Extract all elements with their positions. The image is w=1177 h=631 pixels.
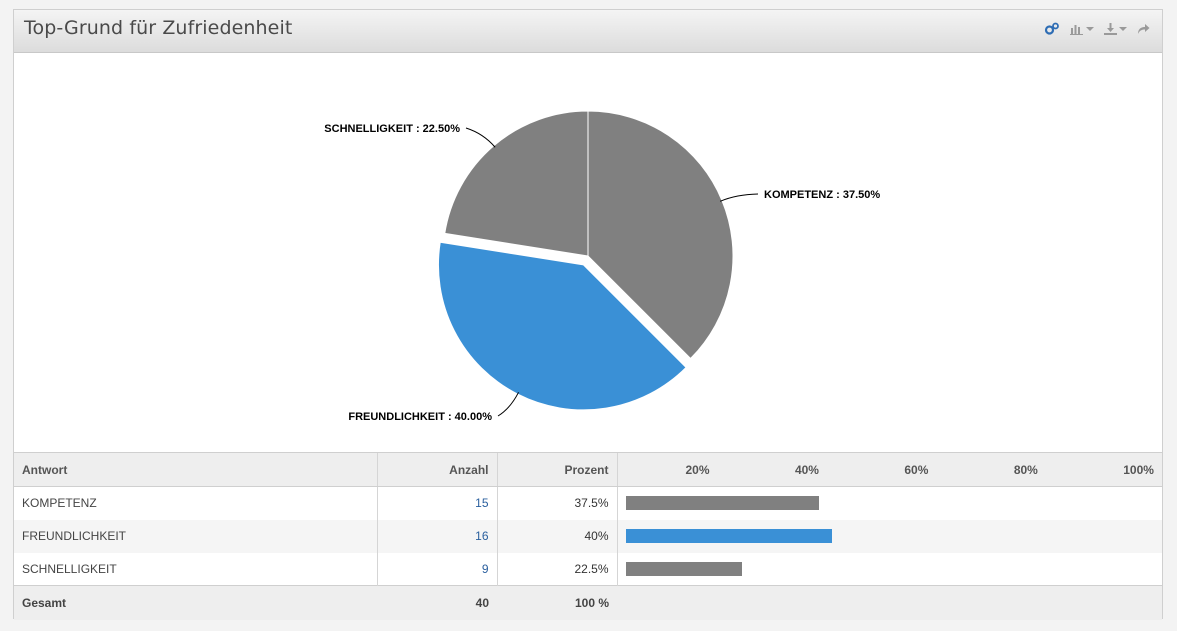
pie-data-label: SCHNELLIGKEIT : 22.50% — [324, 123, 460, 135]
col-count-header: Anzahl — [376, 452, 497, 487]
pie-chart-area: KOMPETENZ : 37.50% FREUNDLICHKEIT : 40.00… — [14, 52, 1162, 452]
row-answer: FREUNDLICHKEIT — [22, 529, 127, 543]
row-count-link[interactable]: 15 — [475, 496, 489, 511]
table-footer-row: Gesamt 40 100 % — [14, 585, 1162, 620]
footer-count: 40 — [377, 585, 497, 620]
pie-label-connector — [465, 127, 496, 148]
table-header-row: Antwort Anzahl Prozent 20% 40% 60% 80% 1… — [14, 452, 1162, 487]
chart-type-button[interactable] — [1070, 19, 1094, 39]
stats-table: Antwort Anzahl Prozent 20% 40% 60% 80% 1… — [14, 452, 1162, 620]
row-answer: SCHNELLIGKEIT — [22, 561, 117, 576]
chevron-down-icon — [1086, 27, 1094, 31]
pie-chart: KOMPETENZ : 37.50% FREUNDLICHKEIT : 40.00… — [324, 110, 880, 423]
col-bar-header: 20% 40% 60% 80% 100% — [616, 452, 1162, 487]
percent-bar — [625, 561, 742, 576]
panel-toolbar — [1044, 19, 1150, 39]
tick-label: 20% — [685, 462, 710, 477]
download-button[interactable] — [1104, 19, 1127, 39]
chevron-down-icon — [1119, 27, 1127, 31]
tick-label: 80% — [1013, 462, 1038, 477]
tick-label: 60% — [904, 462, 929, 477]
download-icon — [1104, 23, 1117, 35]
row-percent: 22.5% — [496, 552, 617, 586]
footer-label: Gesamt — [14, 585, 377, 620]
table-row: SCHNELLIGKEIT 9 22.5% — [14, 552, 1162, 586]
table-row: FREUNDLICHKEIT 16 40% — [14, 519, 1162, 553]
percent-bar — [625, 496, 819, 511]
share-icon — [1138, 24, 1150, 34]
footer-percent: 100 % — [497, 585, 617, 620]
panel-title: Top-Grund für Zufriedenheit — [24, 17, 293, 39]
share-button[interactable] — [1137, 19, 1150, 39]
pie-slice[interactable] — [444, 110, 589, 257]
row-answer: KOMPETENZ — [22, 496, 97, 511]
chart-type-icon — [1070, 25, 1083, 35]
pie-data-label: FREUNDLICHKEIT : 40.00% — [348, 411, 492, 423]
chart-panel: Top-Grund für Zufriedenheit — [13, 9, 1163, 620]
panel-header: Top-Grund für Zufriedenheit — [14, 10, 1162, 53]
col-answer-header: Antwort — [14, 452, 377, 487]
row-count-link[interactable]: 9 — [481, 561, 489, 576]
settings-button[interactable] — [1044, 19, 1060, 39]
row-percent: 37.5% — [496, 486, 617, 520]
pie-label-connector — [719, 193, 759, 202]
settings-cogs-icon — [1044, 22, 1059, 35]
axis-ticks: 20% 40% 60% 80% 100% — [626, 463, 1155, 477]
pie-data-label: KOMPETENZ : 37.50% — [764, 189, 880, 201]
row-count-link[interactable]: 16 — [475, 529, 489, 543]
percent-bar — [625, 529, 832, 543]
col-percent-header: Prozent — [496, 452, 617, 487]
tick-label: 40% — [794, 462, 819, 477]
table-row: KOMPETENZ 15 37.5% — [14, 486, 1162, 520]
tick-label: 100% — [1123, 462, 1154, 477]
pie-label-connector — [497, 392, 519, 417]
row-percent: 40% — [496, 519, 617, 553]
